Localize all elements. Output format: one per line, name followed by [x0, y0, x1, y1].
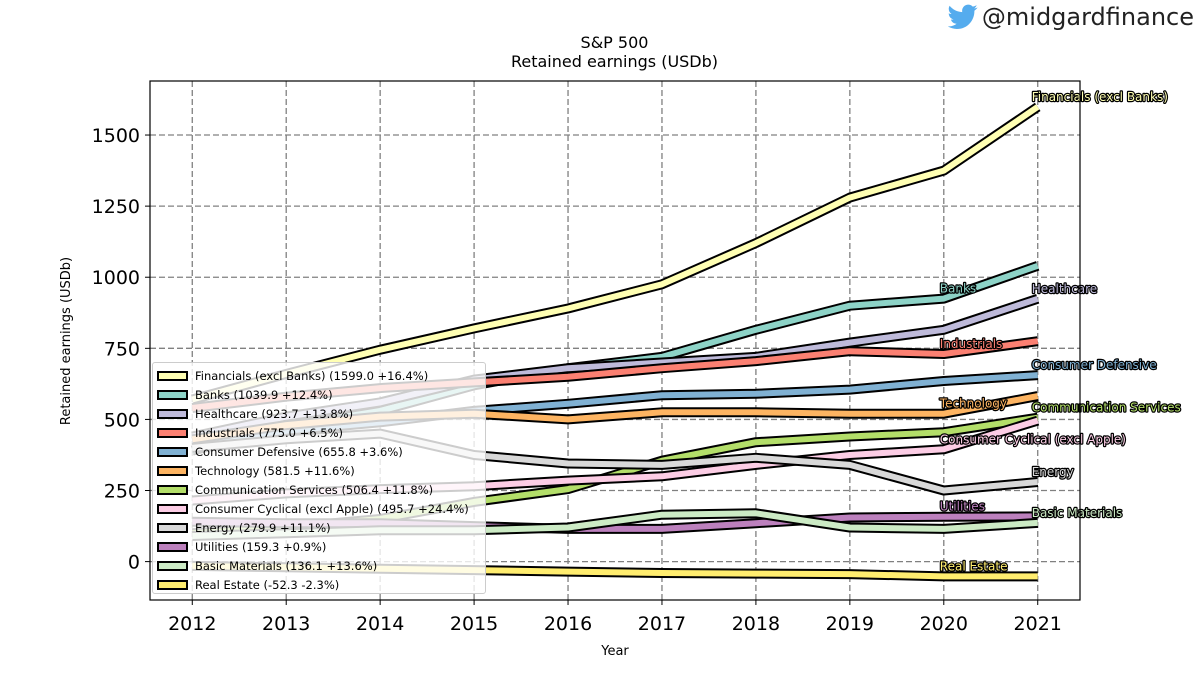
chart-subtitle: Retained earnings (USDb)	[510, 52, 719, 71]
legend-item: Financials (excl Banks) (1599.0 +16.4%)	[157, 366, 485, 385]
series-end-label: Industrials	[940, 337, 1003, 351]
legend-swatch	[157, 370, 188, 381]
legend-item: Industrials (775.0 +6.5%)	[157, 423, 485, 442]
legend-label: Consumer Cyclical (excl Apple) (495.7 +2…	[195, 501, 469, 516]
legend-item: Energy (279.9 +11.1%)	[157, 518, 485, 537]
legend-item: Basic Materials (136.1 +13.6%)	[157, 556, 485, 575]
series-end-label: Communication Services	[1032, 401, 1181, 415]
y-axis-label: Retained earnings (USDb)	[59, 257, 74, 425]
legend-item: Real Estate (-52.3 -2.3%)	[157, 575, 485, 594]
x-tick-label: 2020	[920, 613, 968, 635]
chart-title: S&P 500	[580, 33, 649, 52]
series-line-fill	[191, 104, 1040, 403]
x-tick-label: 2013	[262, 613, 310, 635]
legend-label: Real Estate (-52.3 -2.3%)	[195, 577, 340, 592]
series-end-label: Basic Materials	[1032, 506, 1123, 520]
x-tick-label: 2021	[1014, 613, 1062, 635]
y-tick-label: 1500	[92, 125, 140, 147]
plot-frame	[149, 80, 1081, 601]
series-end-label: Energy	[1032, 465, 1074, 479]
legend-item: Consumer Defensive (655.8 +3.6%)	[157, 442, 485, 461]
y-tick-label: 1000	[92, 267, 140, 289]
legend-swatch	[157, 541, 188, 552]
legend-swatch	[157, 389, 188, 400]
x-axis-label: Year	[600, 644, 629, 659]
x-tick-label: 2019	[826, 613, 874, 635]
y-tick-label: 0	[128, 552, 140, 574]
legend-swatch	[157, 427, 188, 438]
legend-label: Basic Materials (136.1 +13.6%)	[195, 558, 378, 573]
series-end-label: Financials (excl Banks)	[1032, 90, 1168, 104]
y-tick-label: 500	[104, 409, 140, 431]
x-tick-label: 2014	[356, 613, 404, 635]
series-end-label: Technology	[939, 397, 1007, 411]
legend-label: Industrials (775.0 +6.5%)	[195, 425, 343, 440]
legend-item: Banks (1039.9 +12.4%)	[157, 385, 485, 404]
legend-swatch	[157, 560, 188, 571]
x-tick-label: 2016	[544, 613, 592, 635]
legend-swatch	[157, 579, 188, 590]
legend-label: Healthcare (923.7 +13.8%)	[195, 406, 354, 421]
legend-label: Financials (excl Banks) (1599.0 +16.4%)	[195, 368, 429, 383]
legend-label: Energy (279.9 +11.1%)	[195, 520, 331, 535]
series-line	[190, 102, 1041, 405]
series-end-label: Healthcare	[1032, 282, 1097, 296]
legend-label: Consumer Defensive (655.8 +3.6%)	[195, 444, 403, 459]
series-end-label: Utilities	[940, 500, 985, 514]
legend-item: Communication Services (506.4 +11.8%)	[157, 480, 485, 499]
brand-handle-text: @midgardfinance	[981, 3, 1194, 31]
legend-swatch	[157, 503, 188, 514]
series-end-label: Consumer Cyclical (excl Apple)	[940, 432, 1126, 446]
legend-label: Banks (1039.9 +12.4%)	[195, 387, 333, 402]
x-tick-label: 2015	[450, 613, 498, 635]
series-end-label: Banks	[940, 282, 976, 296]
series-end-label: Consumer Defensive	[1032, 358, 1157, 372]
legend-label: Technology (581.5 +11.6%)	[195, 463, 355, 478]
legend-item: Utilities (159.3 +0.9%)	[157, 537, 485, 556]
legend-swatch	[157, 484, 188, 495]
brand-handle[interactable]: @midgardfinance	[947, 2, 1194, 32]
axis-ticks: 2012 2013 2014 2015 2016 2017 2018 2019 2020 2021…	[92, 125, 1062, 635]
legend-label: Utilities (159.3 +0.9%)	[195, 539, 327, 554]
legend-swatch	[157, 446, 188, 457]
x-tick-label: 2017	[638, 613, 686, 635]
y-tick-label: 250	[104, 481, 140, 503]
legend-swatch	[157, 522, 188, 533]
legend-swatch	[157, 465, 188, 476]
y-tick-label: 1250	[92, 196, 140, 218]
legend-swatch	[157, 408, 188, 419]
legend-item: Healthcare (923.7 +13.8%)	[157, 404, 485, 423]
legend-label: Communication Services (506.4 +11.8%)	[195, 482, 434, 497]
series-end-label: Real Estate	[940, 559, 1008, 573]
x-tick-label: 2018	[732, 613, 780, 635]
series-labels: Financials (excl Banks) Banks Healthcare In…	[938, 89, 1182, 575]
legend-item: Technology (581.5 +11.6%)	[157, 461, 485, 480]
chart-legend: Financials (excl Banks) (1599.0 +16.4%) B…	[152, 362, 486, 594]
y-tick-label: 750	[104, 338, 140, 360]
legend-item: Consumer Cyclical (excl Apple) (495.7 +2…	[157, 499, 485, 518]
twitter-bird-icon	[947, 4, 978, 29]
x-tick-label: 2012	[168, 613, 216, 635]
